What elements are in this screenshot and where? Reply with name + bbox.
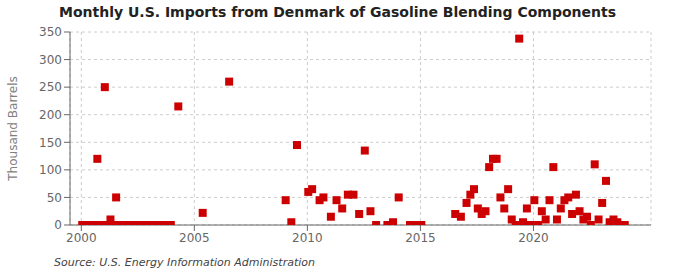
- html-text:Source: U.S. Energy Informatio: Source: U.S. Energy Information Administ…: [54, 256, 315, 269]
- svg-text:300: 300: [39, 53, 62, 67]
- svg-text:2010: 2010: [292, 231, 323, 245]
- svg-text:2020: 2020: [518, 231, 549, 245]
- svg-text:150: 150: [39, 136, 62, 150]
- svg-text:2015: 2015: [405, 231, 436, 245]
- svg-text:Thousand Barrels: Thousand Barrels: [8, 76, 20, 181]
- svg-text:0: 0: [54, 218, 62, 232]
- svg-text:250: 250: [39, 80, 62, 94]
- svg-text:200: 200: [39, 108, 62, 122]
- svg-text:350: 350: [39, 25, 62, 39]
- svg-text:100: 100: [39, 163, 62, 177]
- svg-text:50: 50: [47, 191, 62, 205]
- svg-text:2005: 2005: [179, 231, 210, 245]
- html-text:Monthly U.S. Imports from Denm: Monthly U.S. Imports from Denmark of Gas…: [59, 4, 616, 20]
- svg-text:2000: 2000: [66, 231, 97, 245]
